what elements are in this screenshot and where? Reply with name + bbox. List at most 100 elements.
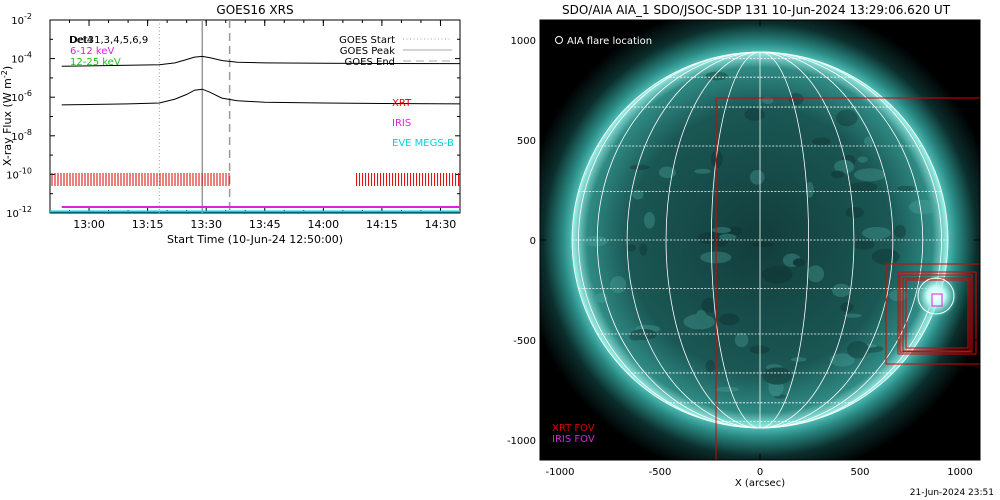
x-tick-label: 13:30 [190,218,222,231]
label-xrt: XRT [392,98,412,109]
texture-blob [629,164,650,170]
texture-blob [832,283,851,298]
texture-blob [749,345,770,354]
map-x-tick-label: -500 [649,467,672,478]
xrt-fov-box [905,279,969,349]
texture-blob [634,324,661,333]
texture-blob [897,185,916,192]
y-tick-exp: -4 [24,51,32,60]
iris-fov-box [931,293,943,307]
y-tick-base: 10 [11,132,24,143]
texture-blob [718,313,740,326]
map-y-tick-label: 1000 [511,36,536,47]
instrument-labels: XRT IRIS EVE MEGS-B [392,98,454,149]
y-tick-base: 10 [6,170,19,181]
x-tick-label: 14:15 [366,218,398,231]
texture-blob [894,224,906,239]
instrument-coverage [50,173,460,213]
longitude-line [759,51,924,429]
y-tick-exp: -2 [24,12,32,21]
y-tick-label: 10-6 [11,89,32,104]
map-y-tick-label: -1000 [507,436,536,447]
texture-blob [750,169,765,185]
y-tick-base: 10 [11,55,24,66]
legend-goes-peak: GOES Peak [340,46,395,57]
x-tick-label: 14:00 [307,218,339,231]
texture-blob [767,375,780,388]
map-x-tick-label: 0 [757,467,763,478]
iris-fov-label: IRIS FOV [552,434,595,445]
xrt-fov-box [899,274,973,353]
texture-blob [610,276,627,294]
longitude-line [626,51,761,429]
flux-line-0 [61,55,460,67]
y-tick-base: 10 [6,209,19,220]
map-y-tick-label: 0 [530,236,536,247]
texture-blob [705,359,715,373]
legend-goes-start: GOES Start [339,35,395,46]
map-x-tick-label: 1000 [947,467,972,478]
texture-blob [830,170,845,179]
map-y-axis: 1000 500 0 -500 -1000 [507,36,980,447]
map-y-tick-label: -500 [513,336,536,347]
flare-legend-symbol [555,36,563,44]
label-eve: EVE MEGS-B [392,138,454,149]
texture-blob [768,379,784,397]
texture-blob [710,150,723,169]
texture-blob [695,309,708,327]
event-markers [158,20,231,213]
y-tick-label: 10-2 [11,12,32,27]
y-tick-label: 10-10 [6,166,32,181]
flare-legend: AIA flare location [555,36,652,47]
longitude-line [759,51,855,429]
texture-blob [790,357,807,362]
xrt-fov-box [897,271,977,355]
texture-blob [782,253,801,268]
texture-blob [853,168,886,182]
texture-blob [734,332,749,348]
texture-blob [629,331,642,341]
legend-goes-end: GOES End [345,57,395,68]
y-tick-base: 10 [11,16,24,27]
texture-blob [807,265,825,283]
texture-blob [632,190,644,200]
disk-texture [583,71,938,399]
map-y-tick-label: 500 [517,136,536,147]
texture-blob [854,345,884,353]
energy-legend: Det4 Det31,3,4,5,6,9 6-12 keV 12-25 keV [69,35,148,68]
texture-blob [712,226,732,234]
texture-blob [834,159,855,174]
texture-blob [762,367,792,385]
y-tick-exp: -12 [19,205,32,214]
texture-blob [848,181,878,193]
texture-blob [751,241,775,248]
map-xlabel: X (arcsec) [735,478,785,489]
lightcurve-x-axis: 13:00 13:15 13:30 13:45 14:00 14:15 14:30 [49,20,461,231]
lightcurve-ylabel: X-ray Flux (W m-2) [0,66,14,166]
texture-blob [715,386,740,392]
x-tick-label: 13:15 [132,218,164,231]
texture-blob [705,71,729,81]
flare-location-circle [917,277,955,315]
limb-line [571,51,949,429]
xrt-fov-label: XRT FOV [552,423,595,434]
texture-blob [841,154,856,168]
legend-det: Det31,3,4,5,6,9 [70,35,148,46]
texture-blob [644,211,655,229]
texture-blob [583,235,608,247]
texture-blob [694,313,704,331]
map-title: SDO/AIA AIA_1 SDO/JSOC-SDP 131 10-Jun-20… [562,3,951,17]
y-tick-base: 10 [11,93,24,104]
texture-blob [630,328,658,341]
texture-blob [694,168,711,174]
longitude-line [759,51,942,429]
texture-blob [726,226,743,236]
texture-blob [805,181,814,198]
legend-12-25-kev: 12-25 keV [70,57,121,68]
xrt-fov-box [715,97,980,460]
longitude-line [578,51,761,429]
map-x-tick-label: -1000 [545,467,574,478]
